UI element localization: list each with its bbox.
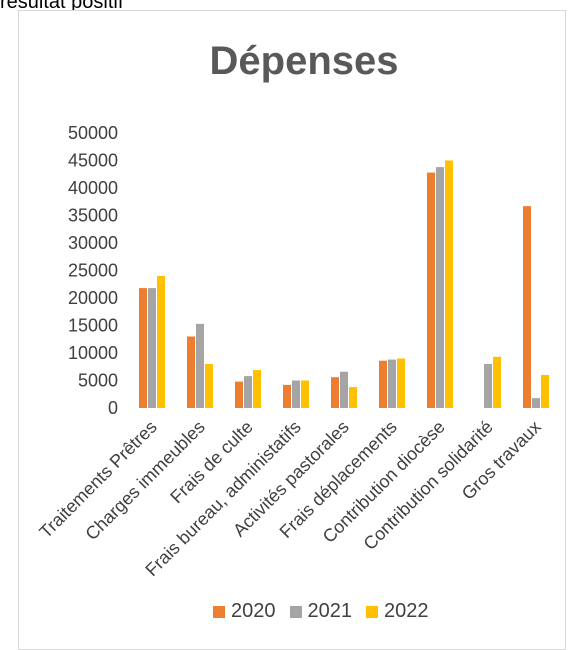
bar-2021 (388, 359, 396, 408)
legend-swatch (366, 605, 378, 618)
y-tick-label: 45000 (68, 151, 118, 171)
y-tick-label: 10000 (68, 343, 118, 363)
bar-2022 (493, 356, 501, 408)
bar-2022 (253, 370, 261, 408)
legend-swatch (289, 605, 302, 618)
legend-item-2021: 2021 (289, 600, 353, 623)
y-tick-label: 30000 (68, 233, 118, 253)
chart-frame (18, 10, 566, 650)
y-tick-label: 50000 (68, 123, 118, 143)
legend-swatch (213, 605, 225, 618)
chart-title: Dépenses (210, 39, 399, 83)
chart-svg: Dépenses 0 5000 10000 15000 20000 25000 30000 3… (35, 39, 549, 580)
legend-label: 2022 (384, 600, 429, 622)
chart-legend: 2020 2021 2022 (213, 600, 443, 623)
bar-2021 (244, 376, 252, 408)
bar-2021 (532, 398, 540, 408)
y-tick-label: 20000 (68, 288, 118, 308)
bar-2020 (187, 336, 195, 408)
header-text: résultat positif (0, 0, 124, 13)
bar-2021 (196, 323, 204, 408)
bar-2020 (427, 172, 435, 408)
bar-2021 (436, 167, 444, 408)
bar-2020 (523, 206, 531, 408)
bar-2022 (541, 375, 549, 408)
y-tick-label: 25000 (68, 261, 118, 281)
bar-2020 (379, 360, 387, 408)
y-tick-label: 0 (108, 398, 118, 418)
y-tick-label: 15000 (68, 316, 118, 336)
legend-label: 2020 (231, 600, 276, 622)
y-tick-label: 40000 (68, 178, 118, 198)
bar-2022 (397, 358, 405, 408)
bar-2020 (139, 288, 147, 408)
bar-2021 (340, 371, 348, 408)
legend-item-2022: 2022 (366, 600, 429, 623)
bar-2022 (205, 364, 213, 408)
legend-label: 2021 (307, 600, 353, 622)
y-tick-label: 5000 (78, 371, 118, 391)
bar-2020 (283, 384, 291, 408)
legend-item-2020: 2020 (213, 600, 276, 623)
bar-2020 (235, 381, 243, 408)
bar-2022 (349, 387, 357, 408)
bar-2022 (157, 276, 165, 408)
bar-2020 (331, 377, 339, 408)
bar-2021 (484, 364, 492, 408)
bar-2021 (292, 380, 300, 408)
bar-2022 (445, 160, 453, 408)
bar-2021 (148, 288, 156, 408)
bar-2022 (301, 380, 309, 408)
y-tick-label: 35000 (68, 206, 118, 226)
